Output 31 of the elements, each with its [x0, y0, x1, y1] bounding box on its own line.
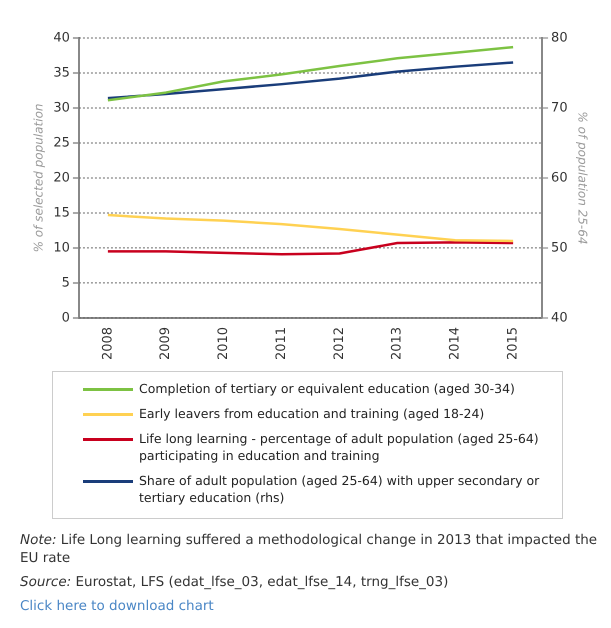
y-tick-label: 35	[53, 65, 70, 80]
y2-tick-label: 80	[551, 30, 568, 46]
y2-tick-label: 50	[551, 240, 568, 256]
y-tick-label: 20	[53, 170, 70, 186]
y-tick-label: 10	[53, 240, 70, 256]
y2-axis-title: % of population 25-64	[576, 111, 590, 245]
y2-tick-label: 60	[551, 170, 568, 186]
x-tick-label: 2009	[158, 326, 174, 360]
text: Click here to download chart	[20, 597, 215, 615]
y-tick-label: 30	[53, 100, 70, 116]
y-tick-label: 15	[53, 205, 70, 220]
x-tick-label: 2014	[448, 326, 463, 360]
legend-label: Share of adult population (aged 25-64) with upper secondary or tertiary education (rhs)	[139, 472, 540, 506]
x-tick-label: 2012	[332, 326, 347, 360]
x-tick-label: 2008	[100, 326, 116, 360]
x-tick-label: 2011	[274, 326, 289, 360]
text: Note: Life Long learning suffered a methodological change in 2013 that impacted the EU rate	[20, 531, 598, 567]
y-tick-label: 25	[53, 135, 70, 150]
y2-tick-label: 70	[551, 100, 568, 116]
x-tick-label: 2013	[390, 326, 405, 360]
source-note: Source: Eurostat, LFS (edat_lfse_03, edat_lfse_14, trng_lfse_03)	[20, 573, 450, 591]
legend-label: Life long learning - percentage of adult population (aged 25-64) participating in education and training	[139, 430, 540, 464]
y-tick-label: 0	[62, 310, 70, 326]
legend-label: Completion of tertiary or equivalent education (aged 30-34)	[139, 380, 515, 397]
legend-label: Early leavers from education and training (aged 18-24)	[139, 405, 484, 422]
y-tick-label: 40	[53, 30, 70, 46]
y2-tick-label: 40	[551, 310, 568, 326]
y-axis-title: % of selected population	[31, 103, 46, 252]
x-tick-label: 2015	[505, 326, 520, 360]
y-tick-label: 5	[62, 275, 70, 290]
x-tick-label: 2010	[216, 326, 232, 360]
